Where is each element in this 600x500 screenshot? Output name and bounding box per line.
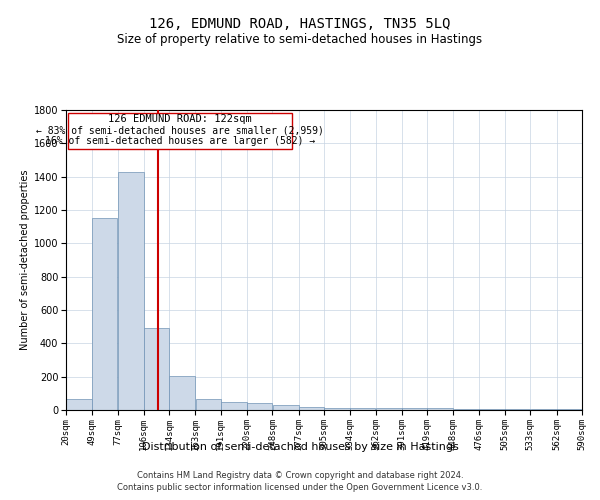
Bar bbox=[196, 399, 221, 410]
Text: 16% of semi-detached houses are larger (582) →: 16% of semi-detached houses are larger (… bbox=[45, 136, 315, 146]
Bar bbox=[118, 172, 144, 410]
Y-axis label: Number of semi-detached properties: Number of semi-detached properties bbox=[20, 170, 29, 350]
Bar bbox=[557, 409, 582, 410]
Bar bbox=[66, 399, 92, 410]
Text: 126 EDMUND ROAD: 122sqm: 126 EDMUND ROAD: 122sqm bbox=[108, 114, 252, 124]
Text: ← 83% of semi-detached houses are smaller (2,959): ← 83% of semi-detached houses are smalle… bbox=[36, 125, 324, 135]
Bar bbox=[402, 408, 427, 410]
Bar bbox=[92, 218, 118, 410]
Text: Contains HM Land Registry data © Crown copyright and database right 2024.: Contains HM Land Registry data © Crown c… bbox=[137, 472, 463, 480]
Bar bbox=[324, 408, 350, 410]
Bar bbox=[530, 409, 557, 410]
Text: Contains public sector information licensed under the Open Government Licence v3: Contains public sector information licen… bbox=[118, 483, 482, 492]
Text: 126, EDMUND ROAD, HASTINGS, TN35 5LQ: 126, EDMUND ROAD, HASTINGS, TN35 5LQ bbox=[149, 18, 451, 32]
Bar bbox=[272, 405, 299, 410]
Bar bbox=[454, 409, 479, 410]
Bar bbox=[247, 404, 272, 410]
Bar bbox=[144, 328, 169, 410]
Bar bbox=[427, 408, 454, 410]
FancyBboxPatch shape bbox=[68, 112, 292, 149]
Bar bbox=[505, 409, 530, 410]
Text: Size of property relative to semi-detached houses in Hastings: Size of property relative to semi-detach… bbox=[118, 32, 482, 46]
Bar bbox=[350, 408, 376, 410]
Bar bbox=[299, 406, 324, 410]
Bar bbox=[169, 376, 196, 410]
Text: Distribution of semi-detached houses by size in Hastings: Distribution of semi-detached houses by … bbox=[142, 442, 458, 452]
Bar bbox=[221, 402, 247, 410]
Bar bbox=[376, 408, 402, 410]
Bar bbox=[479, 409, 505, 410]
